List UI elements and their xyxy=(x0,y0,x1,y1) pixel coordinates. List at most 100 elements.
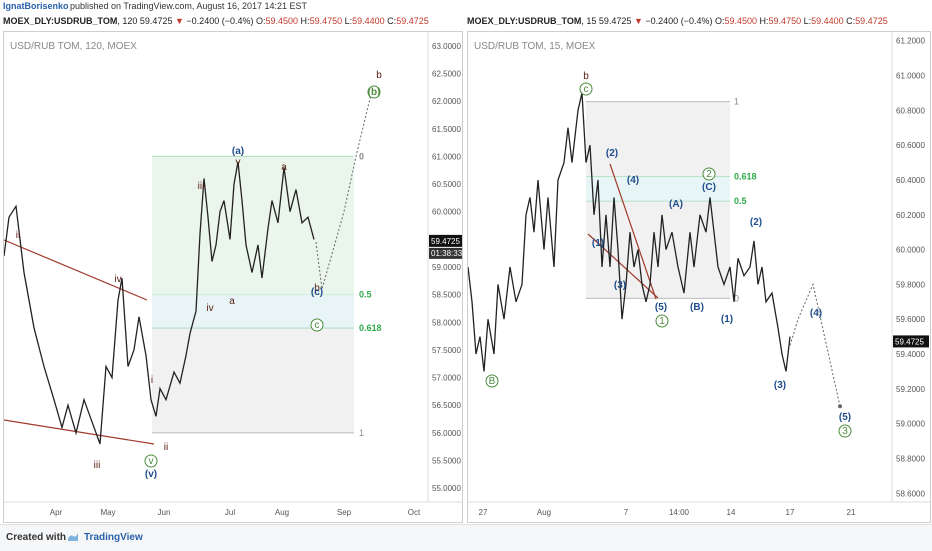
wave-marker-ring xyxy=(310,318,324,332)
x-tick-label: Aug xyxy=(275,508,289,517)
wave-label: (1) xyxy=(721,314,733,325)
left-change: −0.2400 (−0.4%) xyxy=(186,16,254,26)
wave-label: v xyxy=(236,157,241,168)
left-open: 59.4500 xyxy=(265,16,299,26)
wave-label: (v) xyxy=(145,469,157,480)
fib-label: 0 xyxy=(359,151,364,161)
x-tick-label: 27 xyxy=(479,508,488,517)
wave-label: (a) xyxy=(232,146,244,157)
x-tick-label: 14:00 xyxy=(669,508,690,517)
right-ticker: MOEX_DLY:USDRUB_TOM xyxy=(467,16,582,26)
chart-watermark: USD/RUB TOM, 120, MOEX xyxy=(10,41,137,52)
y-tick-label: 57.5000 xyxy=(432,346,461,355)
wave-label: c xyxy=(315,320,320,331)
wave-label: i xyxy=(151,375,153,386)
y-tick-label: 62.0000 xyxy=(432,97,461,106)
wave-marker-ring xyxy=(655,314,669,328)
y-tick-label: 60.4000 xyxy=(896,176,925,185)
last-price-label: 59.4725 xyxy=(431,237,460,246)
x-tick-label: 14 xyxy=(727,508,736,517)
wave-label: (2) xyxy=(750,217,762,228)
wave-label: (5) xyxy=(655,302,667,313)
left-ticker: MOEX_DLY:USDRUB_TOM xyxy=(3,16,118,26)
wave-label: ii xyxy=(164,442,168,453)
trend-line xyxy=(4,239,148,301)
countdown-label: 01:38:33 xyxy=(431,249,462,258)
x-tick-label: Sep xyxy=(337,508,352,517)
y-tick-label: 59.4000 xyxy=(896,350,925,359)
footer-bar: Created with TradingView xyxy=(0,524,932,551)
wave-marker-ring xyxy=(838,424,852,438)
left-close: 59.4725 xyxy=(396,16,429,26)
left-chart-svg[interactable]: USD/RUB TOM, 120, MOEX 0 0.5 0.618 1 55.0000 5… xyxy=(4,32,462,522)
wave-label: b xyxy=(583,71,589,82)
y-tick-label: 59.2000 xyxy=(896,385,925,394)
y-tick-label: 56.0000 xyxy=(432,429,461,438)
fib-label: 0.618 xyxy=(359,323,382,333)
countdown-tag xyxy=(429,247,462,259)
wave-label: b xyxy=(314,283,320,294)
wave-label: 2 xyxy=(706,169,712,180)
fib-zone-mid xyxy=(586,176,730,201)
created-with-label: Created with xyxy=(6,532,67,543)
y-tick-label: 56.5000 xyxy=(432,401,461,410)
wave-label: iii xyxy=(198,181,205,192)
y-tick-label: 58.6000 xyxy=(896,489,925,498)
fib-zone-upper xyxy=(152,156,354,295)
last-price-label: 59.4725 xyxy=(895,337,924,346)
wave-marker-ring xyxy=(485,374,499,388)
wave-label: 1 xyxy=(659,316,665,327)
wave-label: (c) xyxy=(311,287,323,298)
trend-line xyxy=(4,419,155,445)
x-tick-label: 7 xyxy=(624,508,629,517)
wave-label: a xyxy=(281,162,287,173)
y-tick-label: 55.0000 xyxy=(432,484,461,493)
x-tick-label: May xyxy=(100,508,115,517)
wave-label: (5) xyxy=(839,412,851,423)
right-low: 59.4400 xyxy=(811,16,844,26)
right-change: −0.2400 (−0.4%) xyxy=(645,16,713,26)
price-series-line xyxy=(4,161,315,445)
wave-marker-ring xyxy=(144,454,158,468)
publish-bar: IgnatBorisenko published on TradingView.… xyxy=(0,0,932,12)
wave-label: b xyxy=(376,70,382,81)
tradingview-brand[interactable]: TradingView xyxy=(84,532,143,543)
left-chart-panel[interactable]: USD/RUB TOM, 120, MOEX 0 0.5 0.618 1 55.0000 5… xyxy=(3,31,463,523)
x-tick-label: Oct xyxy=(408,508,421,517)
wave-label: (B) xyxy=(690,302,704,313)
wave-label: (2) xyxy=(606,148,618,159)
publish-info: published on TradingView.com, August 16,… xyxy=(70,1,307,11)
author-link[interactable]: IgnatBorisenko xyxy=(3,1,69,11)
wave-label: iv xyxy=(114,274,121,285)
left-symbol-header: MOEX_DLY:USDRUB_TOM, 120 59.4725 ▼ −0.24… xyxy=(3,16,429,26)
right-chart-panel[interactable]: USD/RUB TOM, 15, MOEX 1 0.618 0.5 0 58.6000 58… xyxy=(467,31,931,523)
wave-label: iv xyxy=(206,303,213,314)
left-high: 59.4750 xyxy=(309,16,343,26)
x-tick-label: Aug xyxy=(537,508,551,517)
trend-line xyxy=(609,163,657,300)
y-tick-label: 61.0000 xyxy=(896,72,925,81)
right-open: 59.4500 xyxy=(724,16,758,26)
wave-label: (1) xyxy=(592,238,604,249)
projection-path xyxy=(789,282,841,407)
fib-zone-mid xyxy=(152,294,354,328)
right-close: 59.4725 xyxy=(855,16,888,26)
tradingview-logo-icon xyxy=(68,533,78,541)
y-tick-label: 62.5000 xyxy=(432,69,461,78)
left-price: 59.4725 xyxy=(139,16,173,26)
y-tick-label: 58.5000 xyxy=(432,291,461,300)
y-tick-label: 60.0000 xyxy=(432,208,461,217)
x-tick-label: 21 xyxy=(847,508,856,517)
wave-marker-ring xyxy=(702,167,716,181)
y-tick-label: 55.5000 xyxy=(432,457,461,466)
wave-marker-ring xyxy=(367,85,381,99)
y-tick-label: 60.8000 xyxy=(896,106,925,115)
x-tick-label: Apr xyxy=(50,508,63,517)
wave-label: iii xyxy=(94,460,101,471)
trend-line xyxy=(587,233,659,299)
right-chart-svg[interactable]: USD/RUB TOM, 15, MOEX 1 0.618 0.5 0 58.6000 58… xyxy=(468,32,930,522)
y-tick-label: 59.0000 xyxy=(432,263,461,272)
wave-label: (b) xyxy=(368,87,381,98)
wave-label: a xyxy=(229,296,235,307)
right-price: 59.4725 xyxy=(598,16,632,26)
